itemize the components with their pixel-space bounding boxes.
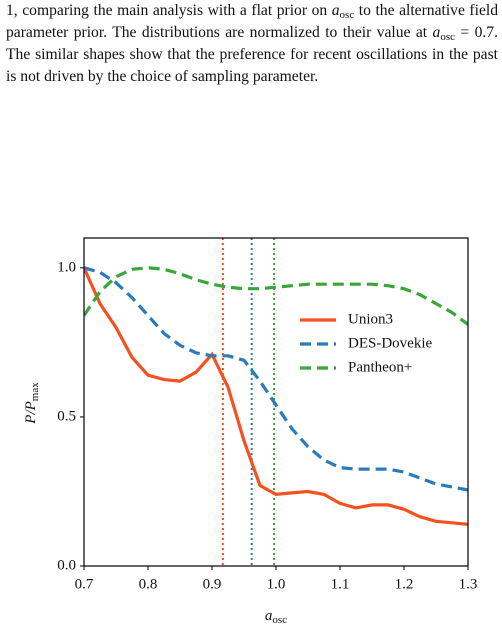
legend-label: DES-Dovekie [348,335,432,351]
x-tick-label: 1.3 [459,576,478,592]
caption-paragraph: 1, comparing the main analysis with a fl… [6,0,498,88]
text-run: 1, comparing the main analysis with a fl… [6,2,332,19]
series-line [84,267,468,526]
text-run: to the alternative field parameter prior… [6,2,498,41]
x-tick-label: 0.9 [203,576,222,592]
y-axis-label: P/Pmax [23,382,40,425]
math-sub: osc [339,9,355,21]
x-tick-label: 1.2 [395,576,414,592]
series-line [84,266,468,326]
y-label-sub: max [29,382,41,401]
x-tick-label: 0.8 [139,576,158,592]
text-run: = 0.7. The similar shapes show that the … [6,24,499,85]
x-tick-label: 1.1 [331,576,350,592]
series-line [84,266,468,492]
x-axis-label: aosc [265,608,287,625]
y-tick-label: 0.5 [57,408,76,424]
legend-label: Pantheon+ [348,359,412,375]
y-tick-label: 1.0 [57,259,76,275]
y-tick-label: 0.0 [57,557,76,573]
x-tick-label: 1.0 [267,576,286,592]
x-label-var: a [265,608,273,624]
y-label-var: P/P [23,401,39,425]
math-sub: osc [440,31,456,43]
axes-frame [83,237,469,567]
legend-label: Union3 [348,311,393,327]
x-label-sub: osc [272,614,287,626]
math-var: a [331,2,340,19]
x-tick-label: 0.7 [75,576,94,592]
math-var: a [432,24,441,41]
